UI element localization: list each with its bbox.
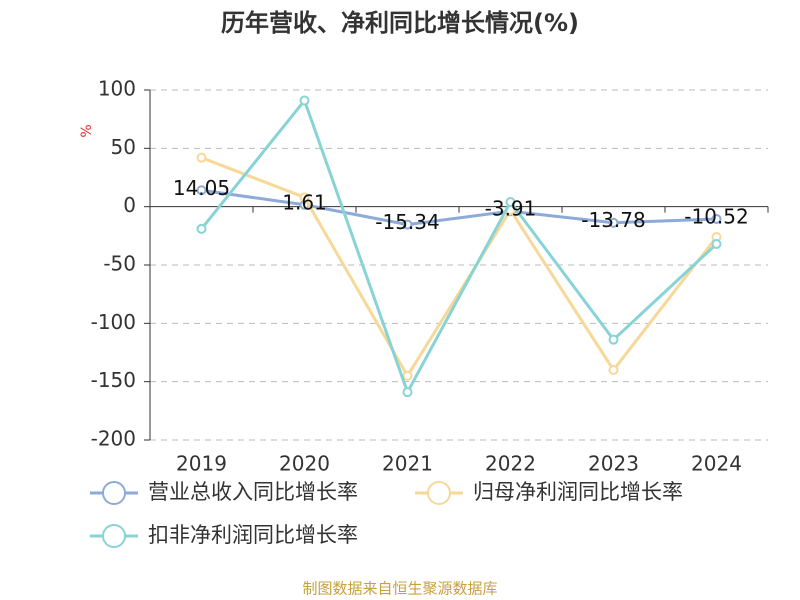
data-label: 14.05 (173, 176, 230, 200)
legend-marker (102, 524, 126, 548)
point (711, 239, 722, 249)
data-label: -3.91 (485, 197, 537, 221)
series-line (201, 188, 717, 227)
data-label: -13.78 (581, 208, 645, 232)
data-label: 1.61 (282, 190, 327, 214)
x-tick-label: 2019 (176, 452, 227, 476)
y-tick-label: 100 (98, 77, 136, 101)
y-axis-label: % (79, 124, 95, 137)
point (196, 152, 207, 163)
legend-marker (427, 481, 451, 505)
legend-marker (102, 481, 126, 505)
point (608, 217, 619, 228)
y-tick-label: 50 (111, 135, 136, 159)
y-tick-label: -100 (91, 310, 136, 334)
chart-title: 历年营收、净利同比增长情况(%) (221, 9, 579, 37)
legend-label: 扣非净利润同比增长率 (148, 523, 358, 547)
point (711, 213, 722, 224)
point (196, 185, 207, 196)
point (402, 219, 413, 230)
data-label: -15.34 (375, 210, 439, 234)
point (196, 223, 207, 234)
point (402, 370, 413, 381)
series-line (200, 156, 718, 379)
legend-label: 归母净利润同比增长率 (473, 480, 683, 504)
point (608, 365, 619, 375)
point (608, 334, 619, 345)
y-tick-label: 0 (123, 193, 136, 217)
point (402, 387, 413, 398)
x-tick-label: 2022 (485, 452, 536, 476)
x-tick-label: 2023 (588, 452, 639, 476)
series-line (200, 97, 718, 396)
point (299, 95, 310, 106)
legend-label: 营业总收入同比增长率 (148, 480, 358, 504)
x-tick-label: 2020 (279, 452, 330, 476)
point (299, 192, 310, 203)
y-tick-label: -50 (103, 252, 136, 276)
x-tick-label: 2021 (382, 452, 433, 476)
source-note: 制图数据来自恒生聚源数据库 (302, 580, 497, 598)
point (505, 197, 516, 207)
x-tick-label: 2024 (691, 452, 742, 476)
y-tick-label: -150 (91, 368, 136, 392)
data-label: -10.52 (684, 204, 748, 228)
y-tick-label: -200 (91, 427, 136, 451)
